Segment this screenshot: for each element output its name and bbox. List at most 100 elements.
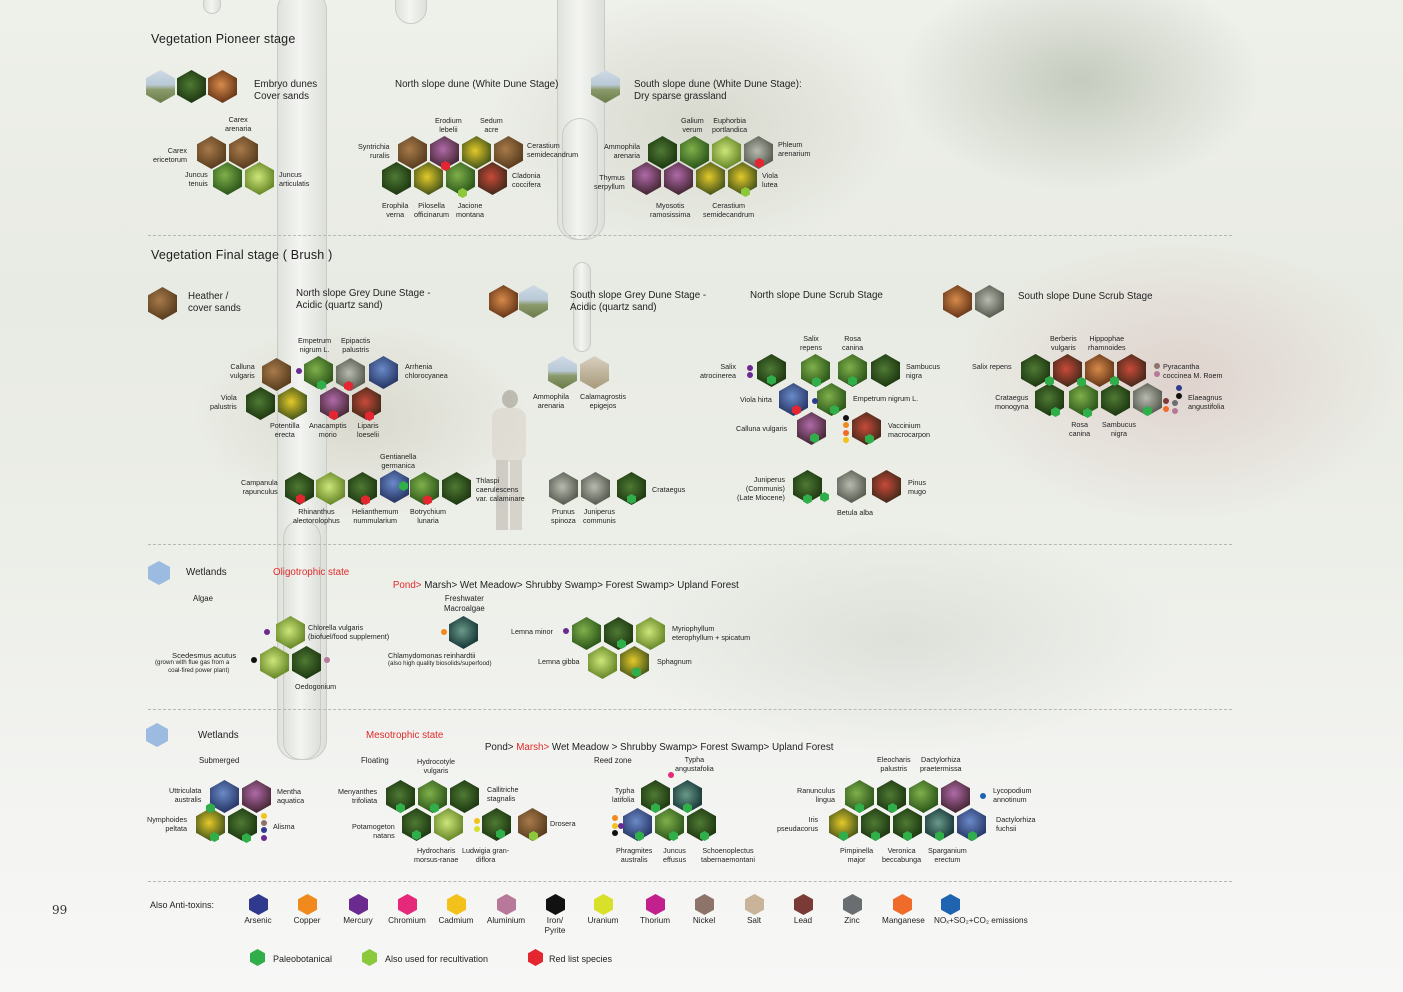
status-marker [700,831,709,841]
species-label: Cladonia coccifera [512,171,541,189]
toxin-dot [1176,393,1182,399]
species-label: (grown with flue gas from a coal-fired p… [155,659,230,674]
species-photo-hex [1117,354,1146,387]
species-label: Betula alba [837,508,873,517]
species-label: Uttriculata australis [169,786,202,804]
south-grey-label: South slope Grey Dune Stage - Acidic (qu… [570,290,707,314]
toxin-hex-icon [447,894,466,915]
status-marker [617,639,626,649]
species-label: Berberis vulgaris [1050,334,1077,352]
species-label: Juncus effusus [663,846,687,864]
wetlands-title: Wetlands [186,567,227,578]
species-label: Pimpinella major [840,846,874,864]
toxin-dot [668,772,674,778]
species-photo-hex [712,136,741,169]
species-label: Nymphoides peltata [147,815,187,833]
status-marker [1143,406,1152,416]
species-label: Thymus serpyllum [594,173,625,191]
species-label: Rosa canina [842,334,864,352]
toxin-hex-icon [594,894,613,915]
species-label: Chlamydomonas reinhardtii [388,651,476,660]
species-label: Myosotis ramosissima [650,201,691,219]
sequence-pond: Pond> [484,742,514,754]
species-label: Drosera [550,819,576,828]
status-marker [855,803,864,813]
toxin-label: Salt [746,916,762,925]
status-marker [365,411,374,421]
sequence-pond: Pond> [392,580,422,592]
toxin-dot [1172,408,1178,414]
species-label: Ranunculus lingua [797,786,835,804]
status-marker [627,494,636,504]
status-marker [317,380,326,390]
species-label: Alisma [273,822,295,831]
status-marker [430,803,439,813]
marker-hex-icon [362,949,377,966]
species-photo-hex [382,162,411,195]
species-label: Sambucus nigra [1102,420,1136,438]
toxin-dot [251,657,257,663]
species-label: Pinus mugo [908,478,926,496]
status-marker [361,495,370,505]
species-photo-hex [449,616,478,649]
status-marker [865,434,874,444]
species-photo-hex [398,136,427,169]
species-label: (also high quality biosolids/superfood) [388,660,492,667]
species-label: Arrhenia chlorocyanea [405,362,448,380]
divider [148,544,1232,545]
toxin-label: Manganese [882,916,925,925]
species-label: Ammophila arenaria [604,142,640,160]
species-label: Phragmites australis [616,846,653,864]
oligotrophic-state: Oligotrophic state [273,567,350,578]
pioneer-title: Vegetation Pioneer stage [151,32,296,46]
toxin-dot [1176,385,1182,391]
species-photo-hex [1085,354,1114,387]
status-marker [1083,408,1092,418]
status-marker [755,158,764,168]
species-label: Salix atrocinerea [700,362,736,380]
toxin-dot [1163,398,1169,404]
marker-label: Also used for recultivation [385,954,489,964]
status-marker [848,376,857,386]
toxin-hex-icon [893,894,912,915]
toxin-hex-icon [298,894,317,915]
status-marker [871,831,880,841]
species-label: Hydrocharis morsus-ranae [414,846,459,864]
toxin-dot [843,437,849,443]
species-label: Euphorbia portlandica [712,116,748,134]
status-marker [968,831,977,841]
toxin-dot [261,827,267,833]
sequence-rest: Marsh> Wet Meadow> Shrubby Swamp> Forest… [421,580,739,592]
species-label: Rhinanthus alectorolophus [293,507,340,525]
species-photo-hex [519,285,548,318]
species-label: Viola lutea [762,171,778,189]
species-label: Myriophyllum eterophyllum + spicatum [672,624,751,642]
toxin-dot [980,793,986,799]
species-photo-hex [229,136,258,169]
toxin-label: Thorium [639,916,671,925]
toxin-label: Iron/ Pyrite [544,916,566,935]
species-photo-hex [648,136,677,169]
species-label: Cerastium semidecandrum [527,141,579,159]
toxin-hex-icon [349,894,368,915]
species-label: Gentianella germanica [380,452,417,470]
status-marker [441,161,450,171]
species-label: Sparganium erectum [928,846,967,864]
sequence-marsh: Marsh> [513,742,550,754]
toxin-dot [1154,363,1160,369]
species-label: Mentha aquatica [277,787,305,805]
status-marker [1051,407,1060,417]
toxin-hex-icon [646,894,665,915]
species-label: Dactylorhiza praetermissa [920,755,962,773]
species-label: Ammophila arenaria [533,392,569,410]
species-label: Botrychium lunaria [410,507,446,525]
toxin-dot [747,372,753,378]
status-marker [496,829,505,839]
species-photo-hex [572,617,601,650]
species-label: Galium verum [681,116,704,134]
species-label: Campanula rapunculus [241,478,278,496]
species-photo-hex [245,162,274,195]
divider [148,709,1232,710]
status-marker [839,831,848,841]
species-label: Elaeagnus angustifolia [1188,393,1225,411]
